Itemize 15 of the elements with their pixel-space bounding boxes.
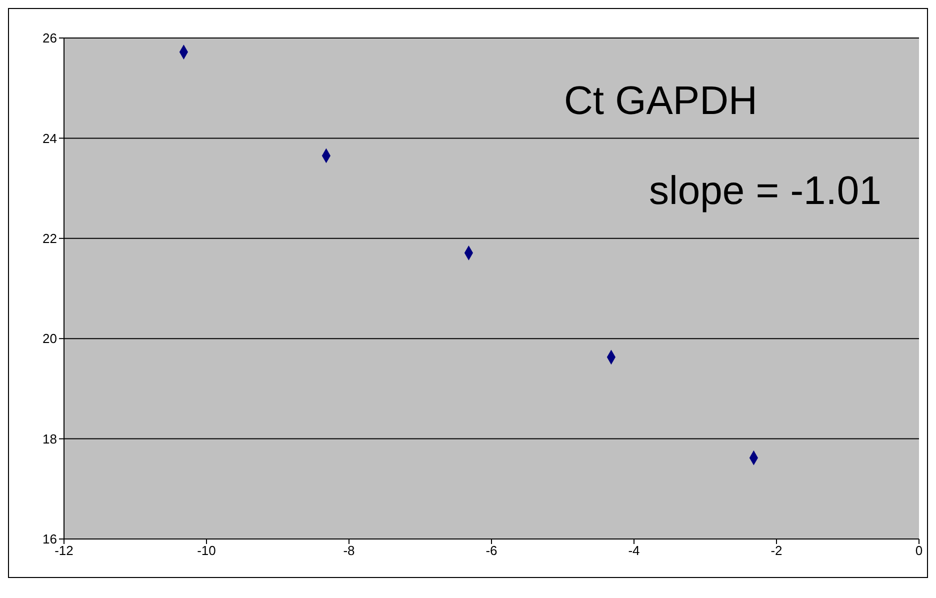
y-tick-label: 26 — [42, 30, 57, 46]
x-tick-label: -8 — [343, 543, 355, 558]
x-tick-label: -2 — [770, 543, 782, 558]
y-tick-label: 22 — [42, 231, 57, 246]
x-tick-label: -10 — [197, 543, 216, 558]
y-tick-label: 24 — [42, 130, 57, 146]
y-tick-label: 20 — [42, 331, 57, 346]
x-tick-label: -6 — [486, 543, 498, 558]
annotation: Ct GAPDH — [564, 79, 758, 124]
annotation: slope = -1.01 — [649, 169, 882, 214]
y-tick-label: 18 — [42, 431, 57, 446]
x-tick-label: 0 — [915, 543, 923, 558]
x-tick-label: -4 — [628, 543, 640, 558]
y-tick-label: 16 — [42, 532, 57, 547]
x-tick-label: -12 — [54, 543, 74, 558]
